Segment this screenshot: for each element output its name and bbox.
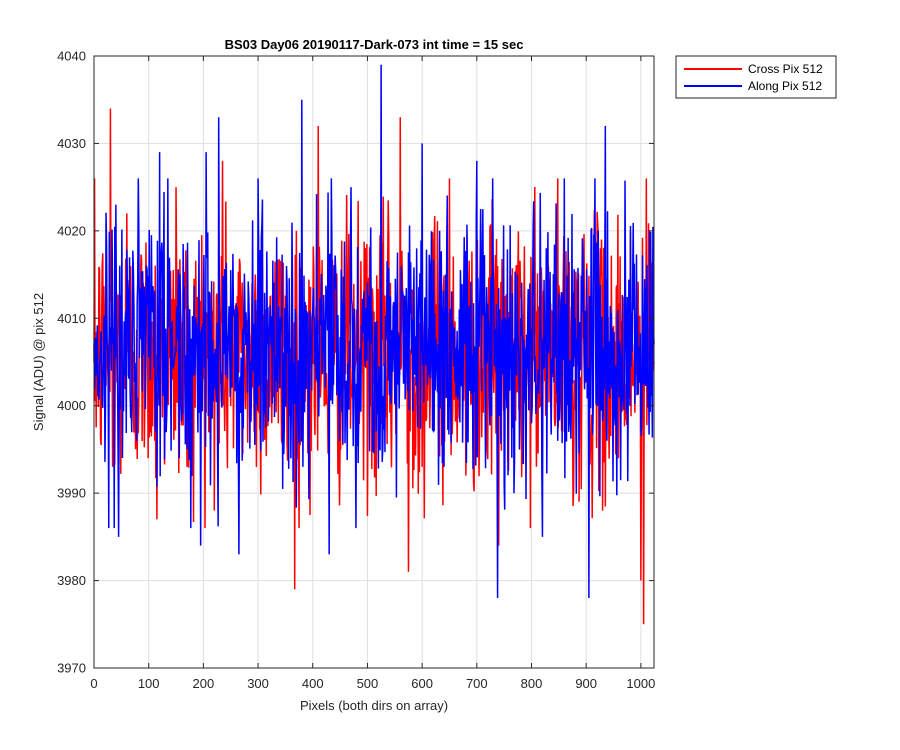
series-line-1: [93, 64, 655, 599]
x-tick-label: 700: [466, 676, 488, 691]
x-tick-label: 1000: [626, 676, 655, 691]
x-tick-label: 200: [193, 676, 215, 691]
x-tick-label: 300: [247, 676, 269, 691]
x-tick-label: 800: [521, 676, 543, 691]
y-tick-label: 3980: [57, 573, 86, 588]
y-tick-label: 4040: [57, 49, 86, 64]
x-tick-label: 0: [90, 676, 97, 691]
y-tick-label: 4020: [57, 223, 86, 238]
x-tick-label: 400: [302, 676, 324, 691]
chart-title: BS03 Day06 20190117-Dark-073 int time = …: [225, 37, 524, 52]
y-tick-label: 3970: [57, 661, 86, 676]
y-axis-label: Signal (ADU) @ pix 512: [31, 293, 46, 431]
axes-box: [93, 55, 655, 669]
x-tick-label: 600: [411, 676, 433, 691]
y-tick-label: 4000: [57, 398, 86, 413]
legend-box: [675, 55, 837, 99]
y-tick-label: 4030: [57, 136, 86, 151]
x-tick-label: 900: [575, 676, 597, 691]
series-lines: [93, 64, 655, 625]
x-axis-label: Pixels (both dirs on array): [300, 698, 448, 713]
legend-label-cross: Cross Pix 512: [748, 62, 823, 76]
y-tick-label: 4010: [57, 311, 86, 326]
x-tick-label: 500: [357, 676, 379, 691]
y-tick-label: 3990: [57, 486, 86, 501]
legend: Cross Pix 512 Along Pix 512: [675, 55, 837, 99]
x-tick-label: 100: [138, 676, 160, 691]
tick-labels: 0 100 200 300 400 500 600 700 800 900 1000 3970 3980…: [57, 49, 655, 692]
legend-label-along: Along Pix 512: [748, 79, 822, 93]
